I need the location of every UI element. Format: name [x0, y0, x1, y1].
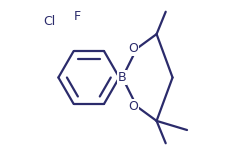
Text: B: B — [118, 71, 127, 84]
Text: O: O — [128, 100, 138, 113]
Text: F: F — [74, 10, 81, 23]
Text: O: O — [128, 42, 138, 55]
Text: Cl: Cl — [43, 15, 55, 28]
